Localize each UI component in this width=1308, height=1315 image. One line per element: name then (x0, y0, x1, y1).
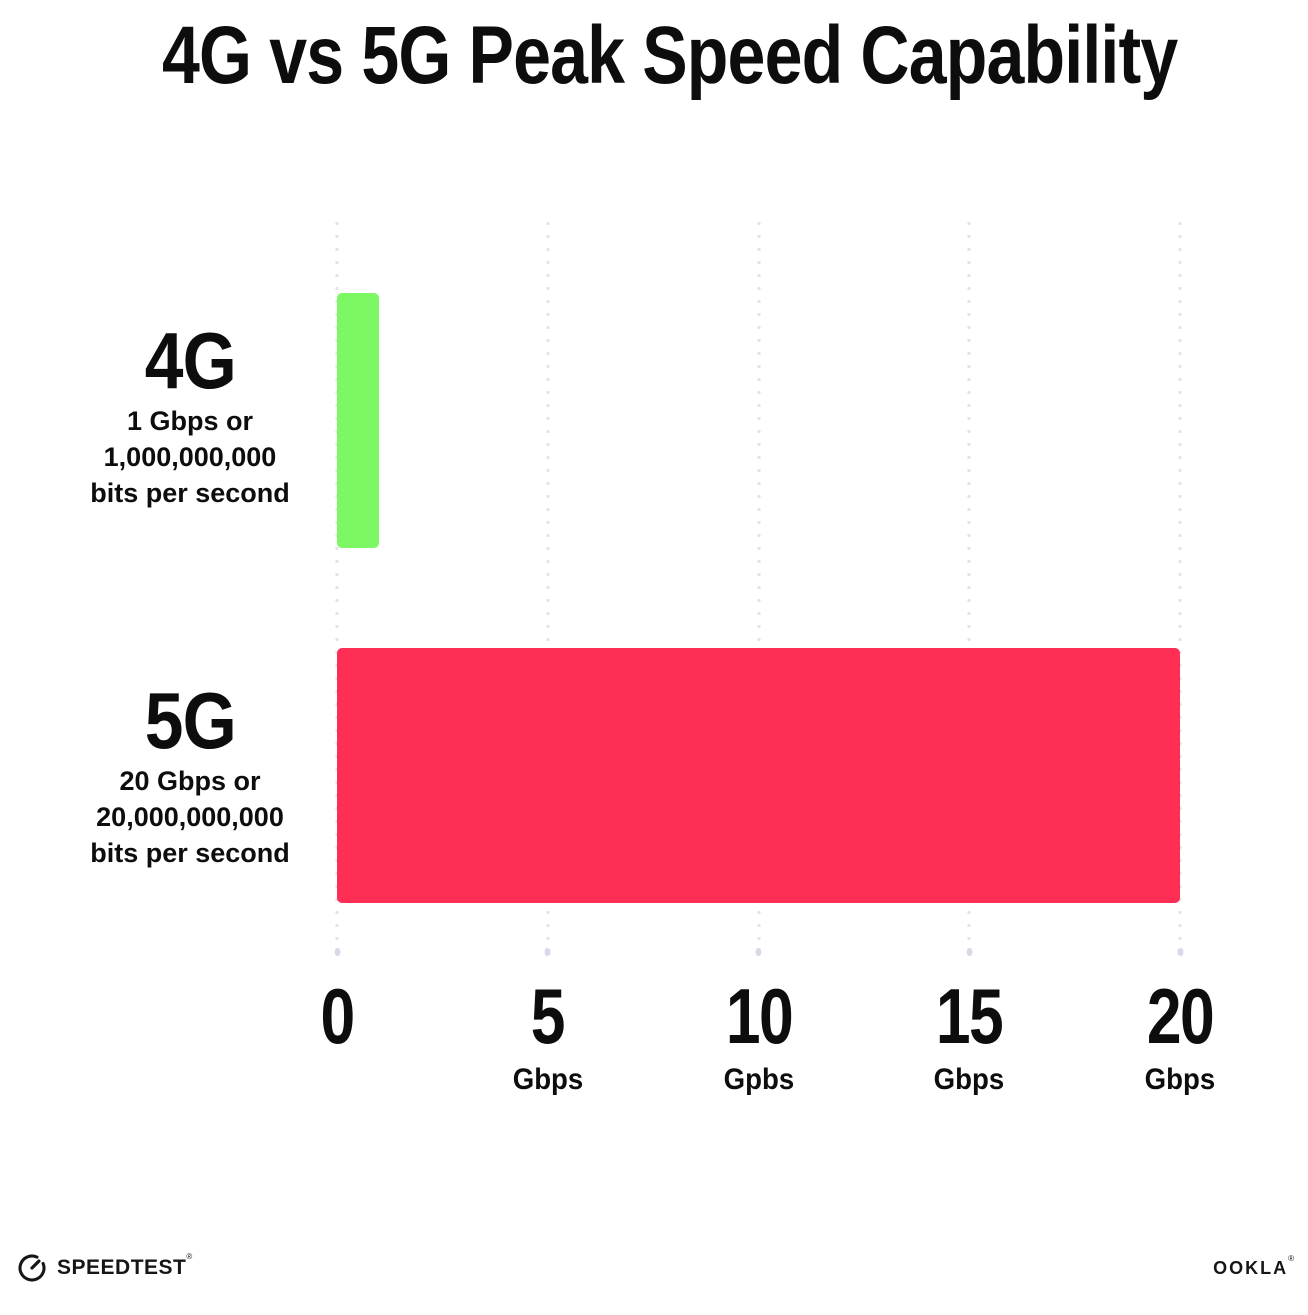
row-label-5g-title: 5G (35, 679, 345, 763)
row-label-5g-sub3: bits per second (90, 838, 290, 868)
chart-title: 4G vs 5G Peak Speed Capability (0, 8, 1308, 104)
x-tick-20: 20 Gbps (1139, 976, 1222, 1097)
x-tick-15-unit: Gbps (928, 1063, 1011, 1097)
chart-title-text: 4G vs 5G Peak Speed Capability (162, 10, 1178, 101)
x-tick-5-value-text: 5 (531, 972, 566, 1060)
row-label-5g-sub2: 20,000,000,000 (96, 802, 284, 832)
x-tick-5: 5 Gbps (509, 976, 586, 1097)
x-tick-15-value: 15 (928, 976, 1011, 1056)
speedtest-wordmark: SPEEDTEST® (57, 1252, 193, 1280)
speedtest-logo: SPEEDTEST® (16, 1252, 193, 1284)
x-tick-5-value: 5 (509, 976, 586, 1056)
gridline-10 (757, 222, 760, 950)
x-tick-10: 10 Gpbs (717, 976, 800, 1097)
ookla-wordmark-text: OOKLA (1213, 1258, 1289, 1278)
x-tick-20-unit: Gbps (1139, 1063, 1222, 1097)
bar-4g (337, 293, 380, 548)
x-tick-20-value: 20 (1139, 976, 1222, 1056)
x-tick-10-unit-text: Gpbs (723, 1063, 794, 1096)
x-tick-5-unit-text: Gbps (512, 1063, 584, 1096)
x-tick-15: 15 Gbps (928, 976, 1011, 1097)
x-tick-15-value-text: 15 (936, 972, 1004, 1060)
gridline-0 (335, 222, 339, 950)
x-tick-5-unit: Gbps (509, 1063, 586, 1097)
row-label-4g-sub1: 1 Gbps or (126, 406, 254, 436)
x-tick-10-unit: Gpbs (717, 1063, 800, 1097)
gridline-5 (546, 222, 550, 950)
ookla-logo: OOKLA® (1213, 1254, 1296, 1279)
row-label-4g-sub2: 1,000,000,000 (103, 442, 277, 472)
row-label-4g-title-text: 4G (144, 316, 236, 405)
row-label-4g-sub3: bits per second (90, 478, 290, 508)
x-tick-15-unit-text: Gbps (933, 1063, 1005, 1096)
x-tick-20-unit-text: Gbps (1144, 1063, 1216, 1096)
gridline-15 (967, 222, 971, 950)
x-tick-0-value: 0 (316, 976, 357, 1056)
plot-area: 0 5 Gbps 10 Gpbs 15 Gbps 20 Gbps (320, 222, 1215, 1096)
gridline-20 (1178, 222, 1182, 950)
row-label-4g-title: 4G (35, 319, 345, 403)
x-tick-0-value-text: 0 (320, 972, 355, 1060)
bar-5g (337, 648, 1180, 903)
x-tick-0: 0 (316, 976, 357, 1097)
x-tick-0-unit (316, 1063, 357, 1097)
speedtest-gauge-icon (16, 1252, 48, 1284)
row-label-4g: 4G 1 Gbps or 1,000,000,000 bits per seco… (35, 319, 345, 511)
row-label-5g-sub1: 20 Gbps or (119, 766, 261, 796)
ookla-trademark: ® (1288, 1254, 1296, 1263)
row-label-5g-title-text: 5G (144, 676, 236, 765)
x-tick-20-value-text: 20 (1146, 972, 1215, 1060)
speedtest-trademark: ® (186, 1252, 193, 1261)
row-label-5g: 5G 20 Gbps or 20,000,000,000 bits per se… (35, 679, 345, 871)
x-tick-10-value-text: 10 (725, 972, 793, 1060)
x-tick-10-value: 10 (717, 976, 800, 1056)
speedtest-wordmark-text: SPEEDTEST (57, 1256, 187, 1279)
